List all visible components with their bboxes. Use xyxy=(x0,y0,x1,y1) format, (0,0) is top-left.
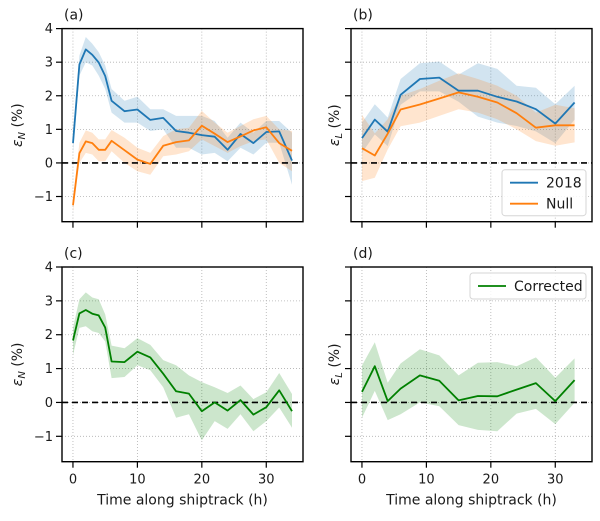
y-axis-label: εL (%) xyxy=(327,104,345,146)
y-tick-label: 4 xyxy=(45,22,53,37)
legend-entry-label: 2018 xyxy=(546,176,582,192)
y-tick-label: 0 xyxy=(45,156,53,171)
confidence-band-corrected xyxy=(362,342,575,431)
x-tick-label: 30 xyxy=(547,473,564,488)
y-tick-label: 0 xyxy=(45,396,53,411)
confidence-band-corrected xyxy=(73,292,292,440)
y-tick-label: −1 xyxy=(34,190,53,205)
panel-label: (a) xyxy=(64,8,84,24)
x-tick-label: 20 xyxy=(483,473,500,488)
y-tick-label: 1 xyxy=(45,123,53,138)
y-tick-label: 3 xyxy=(45,294,53,309)
legend: Corrected xyxy=(470,273,586,299)
x-tick-label: 30 xyxy=(258,473,275,488)
panel-label: (b) xyxy=(353,8,373,24)
panel-a: −1 0 1 2 3 4 (a) εN (%) xyxy=(10,8,303,228)
panel-label: (c) xyxy=(64,246,83,262)
x-tick-label: 0 xyxy=(358,473,366,488)
y-tick-label: 4 xyxy=(45,261,53,276)
legend-entry-label: Corrected xyxy=(514,279,583,295)
y-tick-label: 1 xyxy=(45,362,53,377)
legend-entry-label: Null xyxy=(546,197,573,213)
y-tick-label: 3 xyxy=(45,56,53,71)
x-tick-label: 20 xyxy=(194,473,211,488)
x-axis-label: Time along shiptrack (h) xyxy=(385,493,557,509)
y-tick-label: −1 xyxy=(34,430,53,445)
y-axis-label: εN (%) xyxy=(10,342,28,386)
panel-b: (b) εL (%) 2018 Null xyxy=(327,8,592,228)
x-tick-label: 10 xyxy=(418,473,435,488)
panel-c: 0 10 20 30 −1 0 1 2 3 4 (c) εN (%) Time along shiptr… xyxy=(10,246,303,509)
x-axis-label: Time along shiptrack (h) xyxy=(96,493,268,509)
y-tick-label: 2 xyxy=(45,89,53,104)
x-tick-label: 0 xyxy=(69,473,77,488)
legend: 2018 Null xyxy=(502,170,586,216)
axes-frame xyxy=(62,267,303,462)
panel-label: (d) xyxy=(353,246,373,262)
panel-d: 0 10 20 30 (d) εL (%) Time along shiptrack (h)… xyxy=(327,246,592,509)
y-tick-label: 2 xyxy=(45,328,53,343)
y-axis-label: εN (%) xyxy=(10,103,28,147)
y-axis-label: εL (%) xyxy=(327,343,345,385)
x-tick-label: 10 xyxy=(129,473,146,488)
